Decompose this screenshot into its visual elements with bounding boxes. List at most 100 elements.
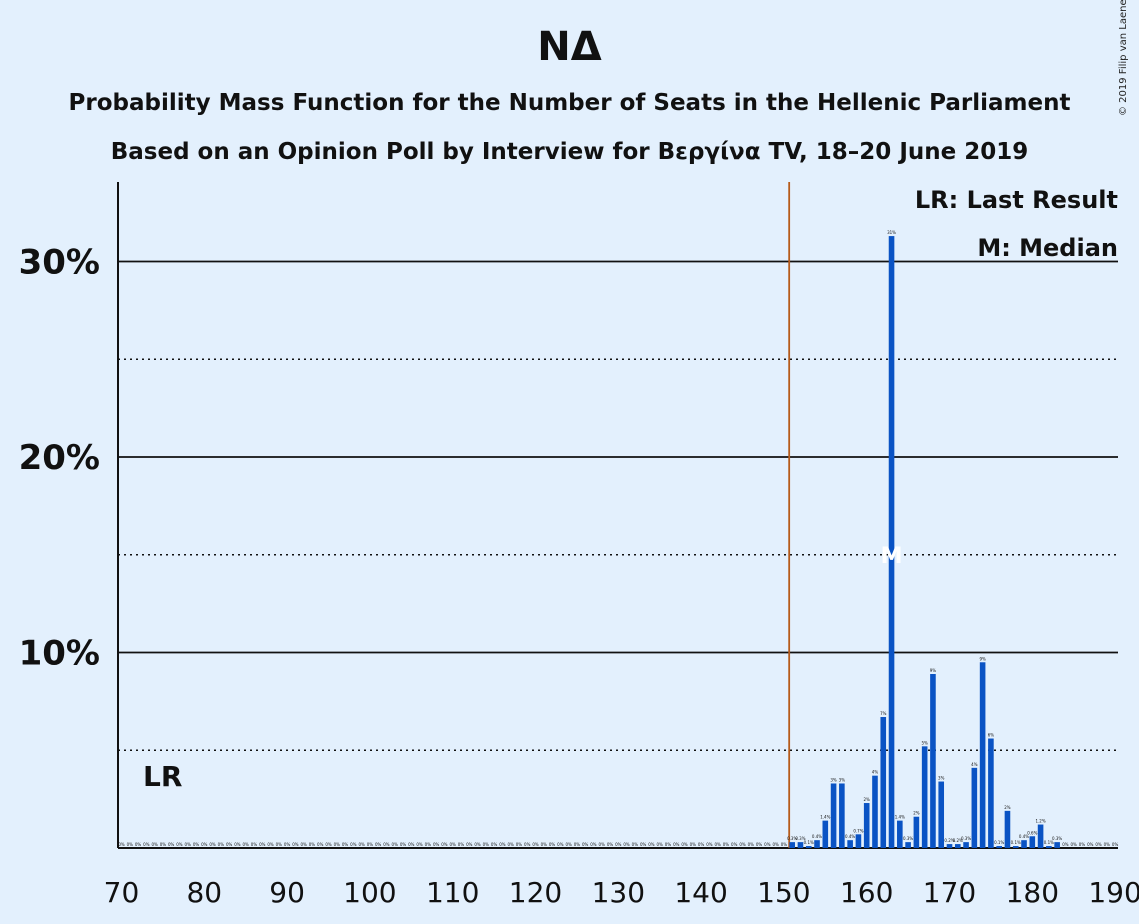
zero-value-label: 0% — [176, 842, 183, 847]
bar-value-label: 0.1% — [1011, 840, 1021, 845]
zero-value-label: 0% — [151, 842, 158, 847]
zero-value-label: 0% — [565, 842, 572, 847]
x-tick-label: 190 — [1088, 876, 1139, 909]
zero-value-label: 0% — [118, 842, 125, 847]
zero-value-label: 0% — [433, 842, 440, 847]
bar — [1037, 824, 1044, 848]
bar — [930, 674, 936, 848]
bar-value-label: 3% — [830, 777, 837, 782]
bar — [1029, 836, 1036, 848]
zero-value-label: 0% — [574, 842, 581, 847]
bar — [855, 834, 862, 848]
zero-value-label: 0% — [665, 842, 672, 847]
bar — [814, 840, 820, 848]
x-tick-label: 90 — [269, 876, 305, 909]
bar-value-label: 0.1% — [994, 840, 1004, 845]
zero-value-label: 0% — [193, 842, 200, 847]
bar — [1021, 840, 1027, 848]
zero-value-label: 0% — [507, 842, 514, 847]
bar-value-label: 0.7% — [853, 828, 863, 833]
bar — [897, 820, 903, 848]
zero-value-label: 0% — [309, 842, 316, 847]
zero-value-label: 0% — [1112, 842, 1119, 847]
zero-value-label: 0% — [541, 842, 548, 847]
bar — [822, 820, 829, 848]
bar-value-label: 5% — [921, 740, 928, 745]
bar-value-label: 0.4% — [812, 834, 822, 839]
zero-value-label: 0% — [781, 842, 788, 847]
bar — [872, 775, 878, 848]
bar-value-label: 0.2% — [944, 838, 954, 843]
zero-value-label: 0% — [1095, 842, 1102, 847]
legend-last-result: LR: Last Result — [914, 186, 1118, 214]
zero-value-label: 0% — [234, 842, 241, 847]
legend-median: M: Median — [977, 234, 1118, 262]
bar-value-label: 0.3% — [903, 836, 913, 841]
zero-value-label: 0% — [416, 842, 423, 847]
x-tick-label: 180 — [1006, 876, 1059, 909]
x-tick-label: 110 — [426, 876, 479, 909]
zero-value-label: 0% — [251, 842, 258, 847]
bar-value-label: 0.3% — [961, 836, 971, 841]
zero-value-label: 0% — [557, 842, 564, 847]
x-tick-label: 130 — [592, 876, 645, 909]
zero-value-label: 0% — [483, 842, 490, 847]
x-tick-label: 150 — [757, 876, 810, 909]
bar-value-label: 3% — [839, 777, 846, 782]
zero-value-label: 0% — [127, 842, 134, 847]
bar-value-label: 0.3% — [787, 836, 797, 841]
zero-value-label: 0% — [143, 842, 150, 847]
bar — [830, 783, 837, 848]
bar — [979, 662, 986, 848]
zero-value-label: 0% — [1079, 842, 1086, 847]
zero-value-label: 0% — [209, 842, 216, 847]
bar-value-label: 7% — [880, 711, 887, 716]
zero-value-label: 0% — [1062, 842, 1069, 847]
zero-value-label: 0% — [549, 842, 556, 847]
bar-value-label: 4% — [872, 770, 879, 775]
zero-value-label: 0% — [706, 842, 713, 847]
zero-value-label: 0% — [425, 842, 432, 847]
bar — [971, 767, 978, 848]
zero-value-label: 0% — [516, 842, 523, 847]
zero-value-label: 0% — [276, 842, 283, 847]
bar — [1012, 846, 1019, 848]
zero-value-label: 0% — [317, 842, 324, 847]
bar — [888, 236, 895, 848]
bar-value-label: 1.2% — [1035, 819, 1045, 824]
bar — [1004, 810, 1011, 848]
zero-value-label: 0% — [466, 842, 473, 847]
zero-value-label: 0% — [292, 842, 299, 847]
bar — [996, 846, 1002, 848]
bar — [905, 842, 911, 848]
bar-value-label: 31% — [887, 230, 896, 235]
bar — [954, 844, 961, 848]
zero-value-label: 0% — [358, 842, 365, 847]
bar-value-label: 9% — [979, 656, 986, 661]
zero-value-label: 0% — [267, 842, 274, 847]
zero-value-label: 0% — [226, 842, 233, 847]
zero-value-label: 0% — [690, 842, 697, 847]
x-tick-label: 160 — [840, 876, 893, 909]
bar — [988, 738, 994, 848]
zero-value-label: 0% — [657, 842, 664, 847]
bar-value-label: 0.3% — [1052, 836, 1062, 841]
x-tick-label: 80 — [186, 876, 222, 909]
zero-value-label: 0% — [458, 842, 465, 847]
zero-value-label: 0% — [300, 842, 307, 847]
bar — [921, 746, 928, 848]
bar-value-label: 6% — [988, 733, 995, 738]
bar-value-label: 4% — [971, 762, 978, 767]
bar-value-label: 9% — [930, 668, 937, 673]
last-result-marker-label: LR — [143, 760, 183, 793]
bar-value-label: 3% — [938, 776, 945, 781]
zero-value-label: 0% — [400, 842, 407, 847]
zero-value-label: 0% — [499, 842, 506, 847]
zero-value-label: 0% — [218, 842, 225, 847]
bar — [805, 846, 812, 848]
chart-title: ΝΔ — [537, 24, 602, 70]
zero-value-label: 0% — [731, 842, 738, 847]
zero-value-label: 0% — [185, 842, 192, 847]
zero-value-label: 0% — [450, 842, 457, 847]
zero-value-label: 0% — [408, 842, 415, 847]
